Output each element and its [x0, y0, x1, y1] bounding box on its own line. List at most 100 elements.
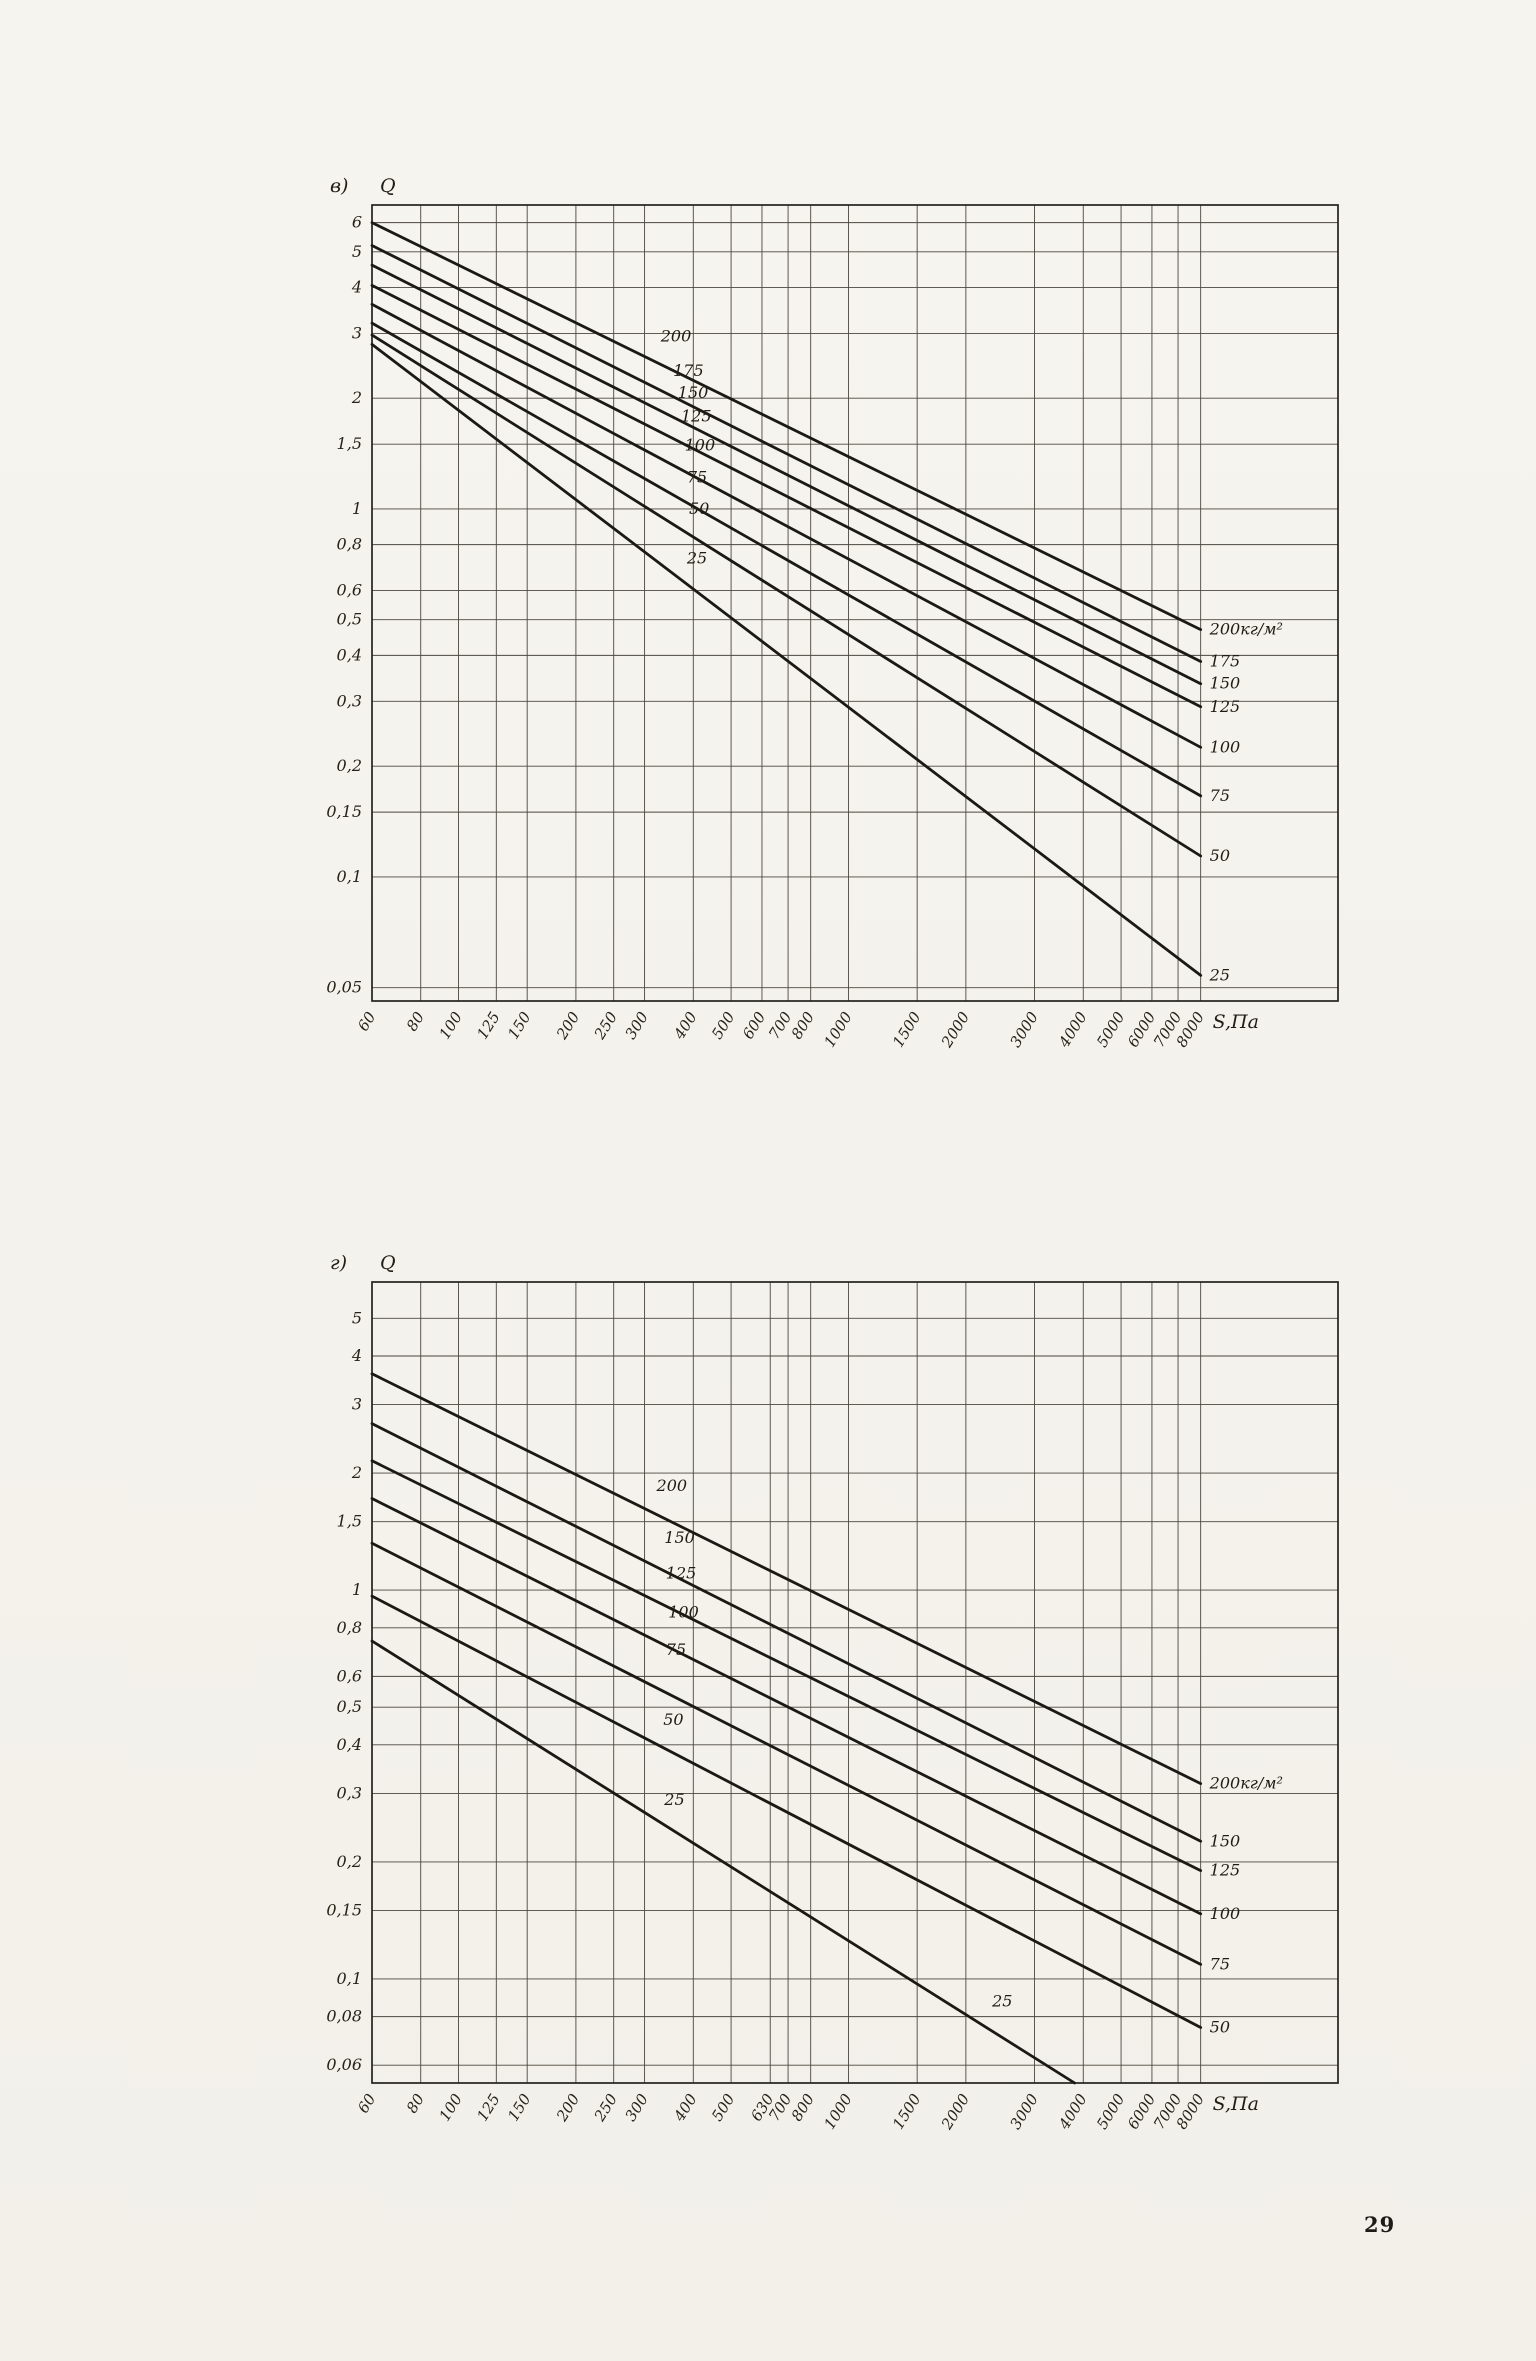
plot-frame — [371, 1281, 1339, 2084]
series-line-100 — [370, 302, 1203, 749]
series-line-50 — [370, 1594, 1203, 2029]
series-inline-label: 50 — [663, 1710, 683, 1729]
chart-panel-g: 60 80 100 125 150 200 250 300 400 500 630 700 800 100… — [297, 1234, 1488, 2203]
x-tick-label: 600 — [739, 1008, 770, 1042]
series-line-75 — [370, 1541, 1203, 1966]
y-tick-label: 3 — [352, 1395, 362, 1414]
series-inline-label: 25 — [686, 549, 707, 568]
series-line-200 — [370, 221, 1203, 632]
series-end-label-200: 200кг/м² — [1209, 1774, 1283, 1793]
x-tick-label: 500 — [708, 2090, 739, 2124]
series-inline-label: 125 — [681, 406, 712, 425]
series-inline-label: 25 — [991, 1991, 1012, 2010]
x-axis-title: S,Па — [1213, 2093, 1259, 2115]
series-end-label-150: 150 — [1210, 674, 1241, 693]
y-tick-label: 3 — [352, 323, 362, 342]
x-tick-label: 80 — [403, 1008, 429, 1034]
x-tick-label: 150 — [504, 1008, 535, 1042]
y-tick-label: 5 — [352, 1308, 362, 1327]
series-line-150 — [370, 1422, 1203, 1843]
series-line-25 — [370, 1639, 1076, 2085]
series-inline-label: 100 — [668, 1603, 699, 1622]
y-tick-label: 1 — [352, 499, 362, 518]
y-tick-label: 4 — [351, 277, 362, 296]
series-inline-label: 200 — [660, 327, 692, 346]
x-tick-label: 200 — [552, 2090, 583, 2125]
series-inline-label: 75 — [687, 468, 707, 487]
y-tick-label: 0,8 — [337, 535, 362, 554]
y-tick-label: 0,4 — [337, 645, 362, 664]
x-tick-label: 250 — [590, 2090, 621, 2125]
y-tick-label: 1,5 — [337, 1512, 362, 1531]
y-tick-label: 0,1 — [337, 1969, 362, 1988]
y-tick-label: 5 — [352, 242, 362, 261]
x-tick-label: 250 — [590, 1008, 621, 1043]
panel-label: в) — [330, 175, 348, 197]
x-tick-label: 3000 — [1006, 2090, 1042, 2132]
x-tick-label: 1000 — [820, 1008, 856, 1050]
series-end-label-200: 200кг/м² — [1209, 620, 1283, 639]
series-line-125 — [370, 283, 1203, 709]
x-tick-label: 300 — [622, 2090, 653, 2124]
x-tick-label: 800 — [788, 2090, 819, 2124]
page-number: 29 — [1364, 2212, 1396, 2237]
series-inline-label: 25 — [663, 1790, 684, 1809]
y-tick-label: 4 — [351, 1346, 362, 1365]
series-end-label-175: 175 — [1210, 651, 1241, 670]
y-tick-label: 1,5 — [337, 434, 362, 453]
x-tick-label: 400 — [670, 1008, 701, 1043]
x-tick-label: 4000 — [1055, 2090, 1091, 2133]
series-end-label-125: 125 — [1210, 697, 1241, 716]
y-tick-label: 0,15 — [326, 1900, 362, 1919]
series-inline-label: 50 — [689, 499, 709, 518]
series-end-label-50: 50 — [1210, 846, 1230, 865]
chart-panel-v: 60 80 100 125 150 200 250 300 400 500 600 700 800 100… — [297, 157, 1488, 1121]
x-tick-label: 100 — [435, 1008, 466, 1042]
x-tick-label: 1500 — [889, 2090, 925, 2132]
series-inline-label: 150 — [664, 1528, 695, 1547]
y-axis-title: Q — [380, 1252, 396, 1274]
series-inline-label: 175 — [673, 361, 704, 380]
x-tick-label: 4000 — [1055, 1008, 1091, 1051]
series-inline-label: 150 — [678, 383, 709, 402]
y-tick-label: 0,6 — [337, 1666, 362, 1685]
x-axis-title: S,Па — [1213, 1011, 1259, 1033]
x-tick-label: 100 — [435, 2090, 466, 2124]
x-tick-label: 80 — [403, 2090, 429, 2116]
x-tick-label: 5000 — [1093, 1008, 1129, 1050]
series-line-150 — [370, 263, 1203, 686]
series-line-25 — [370, 342, 1203, 977]
plot-frame — [371, 204, 1339, 1002]
x-tick-label: 60 — [354, 1008, 380, 1034]
x-tick-label: 400 — [670, 2090, 701, 2125]
x-tick-label: 2000 — [937, 2090, 973, 2133]
y-tick-label: 0,5 — [337, 1697, 362, 1716]
series-line-100 — [370, 1497, 1203, 1916]
series-end-label-100: 100 — [1210, 1904, 1241, 1923]
y-tick-label: 0,4 — [337, 1735, 362, 1754]
x-tick-label: 5000 — [1093, 2090, 1129, 2132]
series-end-label-50: 50 — [1210, 2018, 1230, 2037]
y-tick-label: 0,3 — [337, 691, 362, 710]
series-end-label-100: 100 — [1210, 737, 1241, 756]
panel-label: г) — [330, 1252, 347, 1274]
y-tick-label: 2 — [351, 1463, 362, 1482]
y-tick-label: 0,2 — [337, 1852, 362, 1871]
y-tick-label: 2 — [351, 388, 362, 407]
y-tick-label: 0,8 — [337, 1618, 362, 1637]
x-tick-label: 125 — [473, 1009, 503, 1043]
series-end-label-25: 25 — [1209, 965, 1230, 984]
x-tick-label: 500 — [708, 1008, 739, 1042]
y-tick-label: 0,1 — [337, 867, 362, 886]
y-tick-label: 0,6 — [337, 581, 362, 600]
x-tick-label: 150 — [504, 2090, 535, 2124]
series-line-125 — [370, 1459, 1203, 1872]
series-inline-label: 75 — [666, 1640, 686, 1659]
y-tick-label: 0,15 — [326, 802, 362, 821]
x-tick-label: 1000 — [820, 2090, 856, 2132]
series-end-label-75: 75 — [1210, 786, 1230, 805]
x-tick-label: 700 — [765, 1008, 796, 1042]
x-tick-label: 800 — [788, 1008, 819, 1042]
